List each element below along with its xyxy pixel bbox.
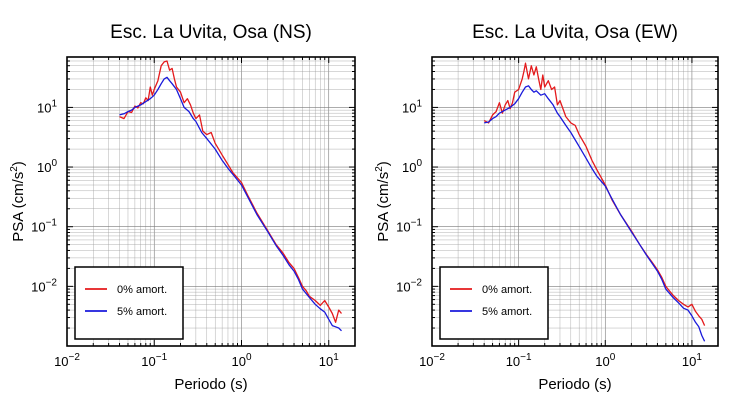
legend-entry: 5% amort.: [482, 306, 532, 318]
series-group: [119, 60, 343, 332]
x-tick-label: 101: [319, 352, 339, 369]
chart-panel-1: Esc. La Uvita, Osa (NS) 10−2 10−1 100 101 10−…: [9, 22, 356, 393]
series-line-damped: [119, 76, 342, 332]
x-tick-label: 100: [595, 352, 615, 369]
legend: 0% amort. 5% amort.: [74, 266, 184, 340]
y-tick-label: 10−1: [31, 218, 57, 235]
legend-box: [74, 266, 184, 340]
x-tick-label: 10−1: [506, 352, 532, 369]
plot-frame: [66, 56, 356, 347]
legend: 0% amort. 5% amort.: [439, 266, 549, 340]
legend-entry: 5% amort.: [117, 306, 167, 318]
y-tick-label: 10−2: [396, 277, 422, 294]
y-axis-label: PSA (cm/s2): [9, 161, 27, 242]
x-tick-label: 101: [682, 352, 702, 369]
y-tick-label: 100: [402, 158, 422, 175]
x-axis-label: Periodo (s): [538, 376, 611, 393]
x-tick-label: 100: [231, 352, 251, 369]
x-tick-label: 10−2: [54, 352, 80, 369]
y-tick-label: 10−2: [31, 277, 57, 294]
x-tick-label: 10−2: [419, 352, 445, 369]
series-group: [483, 62, 706, 342]
y-tick-label: 101: [37, 98, 57, 115]
x-tick-label: 10−1: [141, 352, 167, 369]
legend-entry: 0% amort.: [117, 284, 167, 296]
y-tick-label: 10−1: [396, 218, 422, 235]
y-tick-label: 101: [402, 98, 422, 115]
series-line-undamped: [483, 62, 706, 326]
plot-frame: [431, 56, 719, 347]
y-tick-label: 100: [37, 158, 57, 175]
y-axis-label: PSA (cm/s2): [374, 161, 392, 242]
x-axis-label: Periodo (s): [174, 376, 247, 393]
chart-title: Esc. La Uvita, Osa (NS): [110, 22, 312, 43]
series-line-damped: [484, 85, 706, 342]
legend-entry: 0% amort.: [482, 284, 532, 296]
legend-box: [439, 266, 549, 340]
chart-title: Esc. La Uvita, Osa (EW): [472, 22, 678, 43]
grid: [66, 56, 356, 347]
chart-panel-2: Esc. La Uvita, Osa (EW) 10−2 10−1 100 101 10−…: [374, 22, 719, 393]
